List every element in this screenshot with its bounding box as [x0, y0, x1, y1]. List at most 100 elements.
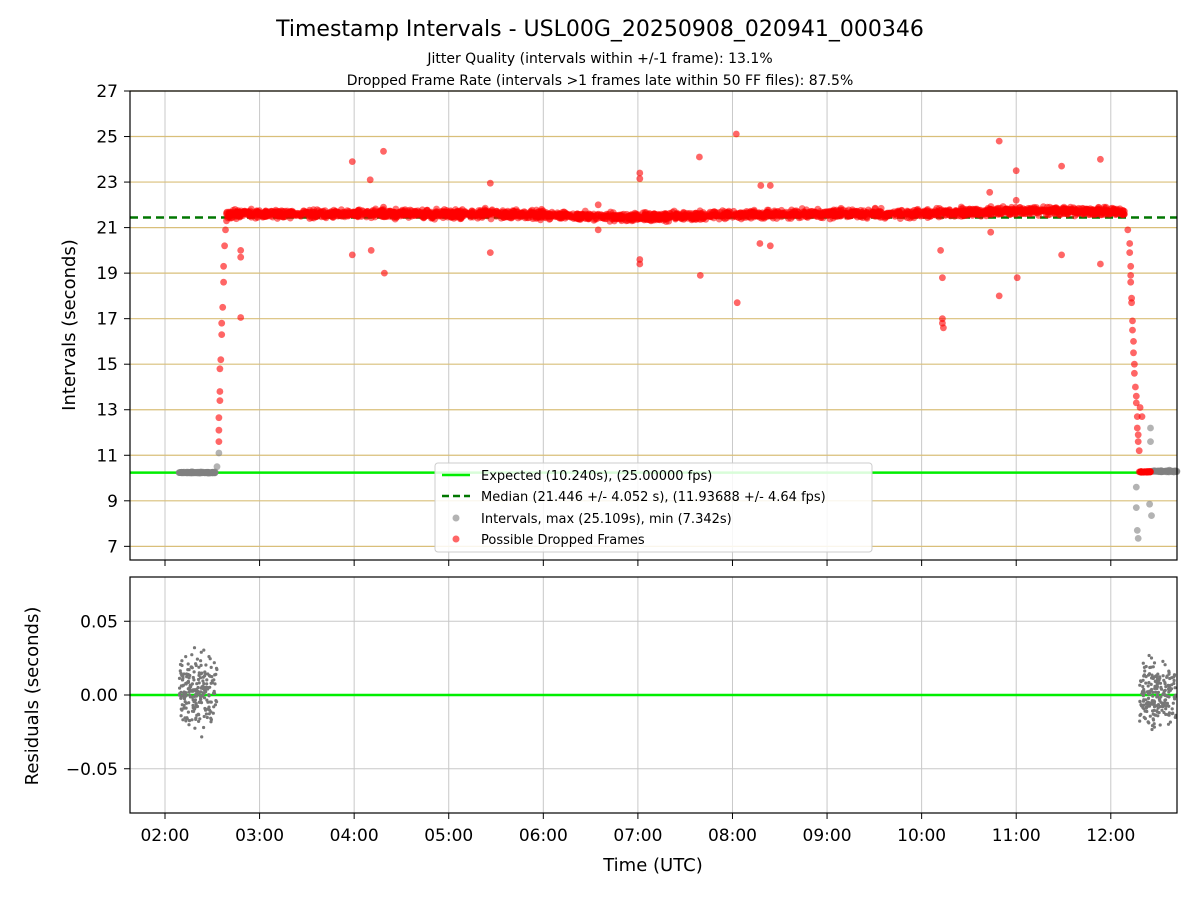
residual-point [1156, 690, 1160, 694]
dropped-frame-point-5 [216, 365, 224, 373]
residual-point [1144, 681, 1148, 685]
dropped-frame-band-point [751, 211, 758, 219]
dropped-frame-point-25 [486, 179, 494, 187]
residual-point [1150, 673, 1154, 677]
residual-point [202, 714, 206, 719]
dropped-frame-band-point [688, 216, 696, 224]
residual-point [191, 675, 195, 680]
dropped-frame-point-48 [995, 137, 1003, 145]
dropped-frame-point-74 [1133, 413, 1141, 420]
interval-point-9 [1132, 504, 1140, 511]
residual-point [1151, 718, 1156, 722]
dropped-frame-point-22 [348, 251, 356, 259]
dropped-frame-point-11 [220, 262, 228, 270]
residual-point [213, 682, 217, 686]
dropped-frame-band-point [867, 210, 875, 218]
dropped-frame-band-point [427, 209, 435, 217]
dropped-frame-point-6 [217, 356, 225, 364]
dropped-frame-point-17 [237, 314, 245, 321]
residual-point [1147, 653, 1151, 658]
dropped-frame-band-point [300, 207, 308, 215]
dropped-frame-band-point [483, 212, 491, 220]
dropped-frame-point-76 [1134, 431, 1142, 439]
dropped-frame-band-point [801, 208, 809, 216]
residual-point [203, 672, 208, 676]
dropped-frame-point-54 [1058, 251, 1065, 259]
residual-point [197, 719, 201, 724]
dropped-frame-band-point [310, 214, 318, 222]
residual-point [179, 714, 183, 718]
residual-point [207, 655, 211, 659]
dropped-frame-band-point [292, 211, 300, 219]
residual-point [1152, 661, 1157, 665]
residual-point [187, 676, 191, 680]
dropped-frame-point-7 [218, 331, 226, 338]
residual-point [186, 662, 190, 666]
residual-point [189, 665, 193, 669]
residual-point [197, 713, 201, 717]
residual-point [187, 723, 191, 727]
residual-point [1151, 694, 1155, 698]
residual-point [179, 696, 183, 700]
residual-point [1147, 681, 1151, 685]
residual-point [1154, 690, 1158, 694]
residual-point [194, 716, 198, 720]
residual-point [190, 718, 194, 722]
residual-point [199, 690, 203, 694]
legend-intervals-swatch [452, 514, 460, 522]
residual-point [205, 715, 209, 720]
intervals-ytick-label-1: 9 [107, 492, 118, 512]
residual-point [191, 688, 195, 692]
dropped-frame-band-point [634, 215, 642, 223]
intervals-y-ticks: 7 9 11 13 15 17 19 21 23 25 27 [96, 82, 130, 557]
residual-point [211, 711, 215, 715]
residual-point [1156, 672, 1160, 676]
residual-point [1150, 727, 1154, 732]
dropped-frame-band-point [786, 211, 793, 219]
dropped-frame-band-point [859, 212, 866, 220]
residuals-ytick-label-1: 0.00 [80, 686, 118, 706]
residual-point [1172, 678, 1176, 683]
residual-point [177, 676, 182, 681]
residual-point [1147, 704, 1152, 708]
residual-point [1166, 713, 1170, 717]
dropped-frame-band-point [1098, 210, 1105, 218]
residuals-y-ticks: −0.05 0.00 0.05 [66, 612, 130, 780]
dropped-frame-band-point [1114, 210, 1122, 217]
residual-point [1154, 679, 1158, 683]
residual-point [1142, 674, 1146, 678]
dropped-frame-point-23 [367, 247, 375, 254]
residuals-xtick-label-0: 02:00 [140, 826, 189, 846]
intervals-y-axis-label: Intervals (seconds) [59, 239, 80, 411]
residual-point [193, 707, 197, 711]
residuals-xtick-label-3: 05:00 [424, 826, 473, 846]
dropped-frame-point-70 [1131, 369, 1138, 377]
dropped-frame-point-3 [216, 397, 224, 404]
interval-point-8 [1132, 483, 1140, 491]
dropped-frame-band-point [470, 208, 477, 216]
residual-point [187, 690, 191, 694]
residuals-ytick-label-0: −0.05 [66, 760, 118, 780]
intervals-ytick-label-4: 15 [96, 355, 118, 375]
residual-point [1140, 690, 1145, 694]
dropped-frame-point-33 [696, 153, 703, 161]
dropped-frame-band-point [710, 214, 718, 222]
dropped-frame-point-55 [1097, 155, 1104, 163]
dropped-frame-point-9 [219, 303, 227, 311]
intervals-ytick-label-2: 11 [96, 446, 118, 466]
dropped-frame-band-point [884, 210, 892, 218]
dropped-frame-band-point [545, 210, 552, 218]
residual-point [1144, 706, 1149, 710]
residual-point [178, 686, 182, 690]
residual-point [205, 678, 209, 682]
dropped-frame-point-69 [1131, 360, 1138, 368]
residual-point [1143, 709, 1147, 713]
dropped-frame-band-point [518, 211, 526, 219]
dropped-frame-point-51 [1012, 196, 1020, 204]
intervals-axes-frame [129, 90, 1178, 561]
residual-point [1146, 720, 1150, 724]
residual-point [1146, 673, 1151, 677]
residual-point [192, 700, 196, 704]
dropped-frame-band-point [476, 209, 484, 216]
